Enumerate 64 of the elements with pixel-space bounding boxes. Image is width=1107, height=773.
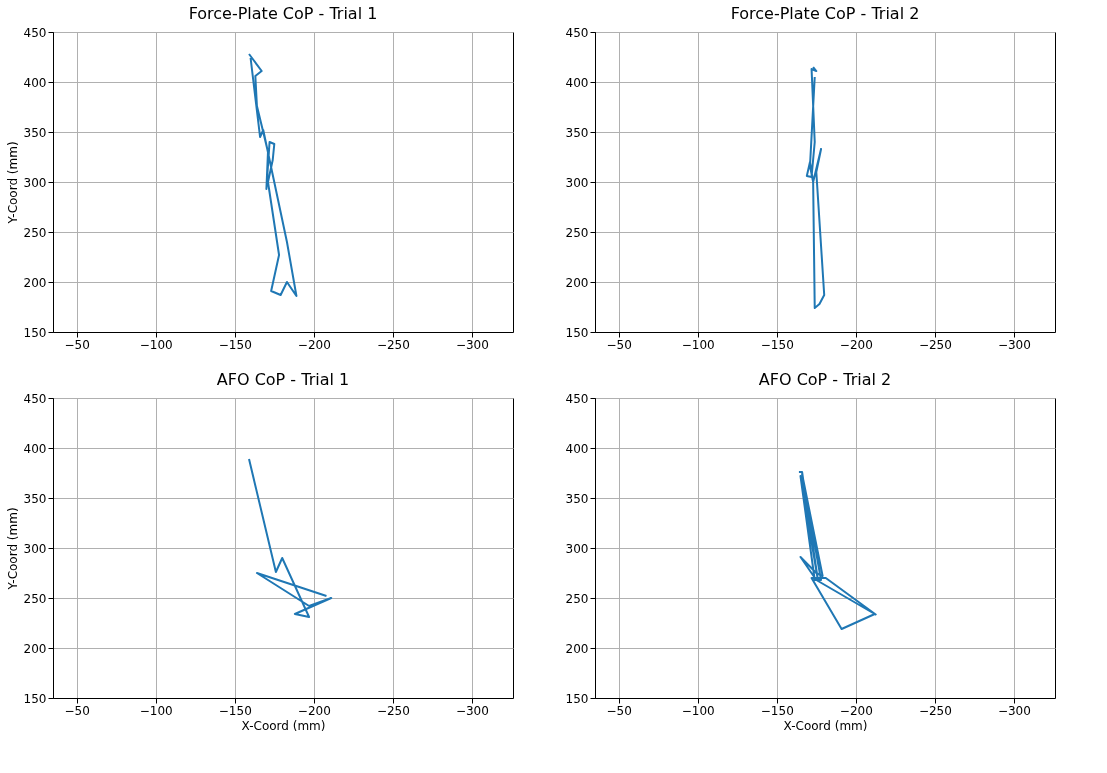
x-tick-label: −100 bbox=[139, 703, 173, 718]
x-tick-label: −200 bbox=[839, 337, 873, 352]
chart-title: AFO CoP - Trial 1 bbox=[216, 370, 350, 389]
y-tick-label: 350 bbox=[23, 125, 47, 140]
y-tick-label: 450 bbox=[23, 25, 47, 40]
y-tick-label: 450 bbox=[23, 391, 47, 406]
x-tick-label: −250 bbox=[376, 703, 410, 718]
y-axis-title: Y-Coord (mm) bbox=[5, 141, 20, 225]
x-tick-label: −100 bbox=[139, 337, 173, 352]
x-tick-label: −300 bbox=[455, 703, 489, 718]
y-tick-label: 200 bbox=[565, 641, 589, 656]
x-tick-label: −100 bbox=[681, 703, 715, 718]
x-tick-label: −250 bbox=[376, 337, 410, 352]
y-tick-label: 150 bbox=[23, 325, 47, 340]
y-tick-label: 450 bbox=[565, 391, 589, 406]
y-tick-label: 400 bbox=[565, 441, 589, 456]
x-tick-label: −50 bbox=[64, 703, 90, 718]
line-series bbox=[248, 53, 298, 297]
x-tick-label: −250 bbox=[918, 703, 952, 718]
x-tick-label: −150 bbox=[218, 337, 252, 352]
y-tick-label: 250 bbox=[565, 591, 589, 606]
x-tick-label: −200 bbox=[297, 703, 331, 718]
chart-title: Force-Plate CoP - Trial 1 bbox=[188, 4, 378, 23]
line-series bbox=[797, 471, 878, 630]
y-tick-label: 450 bbox=[565, 25, 589, 40]
x-tick-label: −50 bbox=[606, 703, 632, 718]
chart-title: AFO CoP - Trial 2 bbox=[758, 370, 892, 389]
y-tick-label: 350 bbox=[23, 491, 47, 506]
y-tick-label: 250 bbox=[23, 591, 47, 606]
y-tick-label: 150 bbox=[23, 691, 47, 706]
x-tick-label: −150 bbox=[760, 703, 794, 718]
x-tick-label: −300 bbox=[455, 337, 489, 352]
y-tick-label: 300 bbox=[23, 175, 47, 190]
y-tick-label: 200 bbox=[23, 275, 47, 290]
line-series bbox=[248, 458, 333, 618]
y-tick-label: 150 bbox=[565, 691, 589, 706]
y-tick-label: 200 bbox=[23, 641, 47, 656]
y-tick-label: 300 bbox=[565, 175, 589, 190]
y-tick-label: 350 bbox=[565, 125, 589, 140]
x-axis-title: X-Coord (mm) bbox=[783, 718, 868, 733]
y-tick-label: 200 bbox=[565, 275, 589, 290]
x-tick-label: −300 bbox=[997, 703, 1031, 718]
y-tick-label: 300 bbox=[23, 541, 47, 556]
x-tick-label: −100 bbox=[681, 337, 715, 352]
y-tick-label: 350 bbox=[565, 491, 589, 506]
x-tick-label: −200 bbox=[297, 337, 331, 352]
x-tick-label: −300 bbox=[997, 337, 1031, 352]
chart-title: Force-Plate CoP - Trial 2 bbox=[730, 4, 920, 23]
y-tick-label: 250 bbox=[23, 225, 47, 240]
y-axis-title: Y-Coord (mm) bbox=[5, 507, 20, 591]
y-tick-label: 250 bbox=[565, 225, 589, 240]
y-tick-label: 400 bbox=[565, 75, 589, 90]
x-axis-title: X-Coord (mm) bbox=[241, 718, 326, 733]
x-tick-label: −150 bbox=[760, 337, 794, 352]
x-tick-label: −50 bbox=[606, 337, 632, 352]
x-tick-label: −250 bbox=[918, 337, 952, 352]
y-tick-label: 150 bbox=[565, 325, 589, 340]
line-series bbox=[805, 66, 826, 309]
x-tick-label: −50 bbox=[64, 337, 90, 352]
y-tick-label: 400 bbox=[23, 441, 47, 456]
x-tick-label: −150 bbox=[218, 703, 252, 718]
y-tick-label: 400 bbox=[23, 75, 47, 90]
y-tick-label: 300 bbox=[565, 541, 589, 556]
x-tick-label: −200 bbox=[839, 703, 873, 718]
